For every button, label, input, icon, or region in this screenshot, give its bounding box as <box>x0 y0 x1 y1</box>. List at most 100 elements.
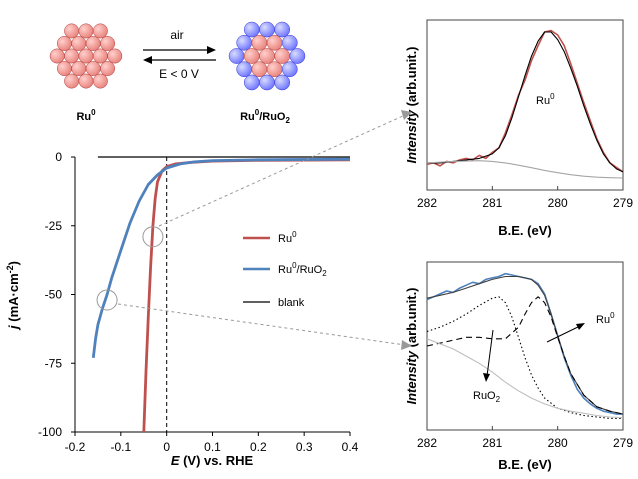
y-tick-label: 0 <box>55 150 62 164</box>
y-axis-title: Intensity (arb.unit.) <box>404 46 419 163</box>
oxide-atom <box>274 74 291 91</box>
ru-atom <box>100 61 116 76</box>
ru-atom <box>92 23 108 39</box>
ru-ruo2-nanoparticle-icon <box>228 21 306 91</box>
xps-chart-ru-ruo2: 282 281 280 279 Ru0 RuO2 B.E. (eV) Intensit… <box>404 261 633 472</box>
arrowhead-left-icon <box>143 56 152 64</box>
ruo2-pointer-arrow-icon <box>486 329 494 377</box>
series-line-ruo2 <box>91 157 351 358</box>
ru-atom <box>107 48 123 64</box>
callouts <box>96 226 164 311</box>
oxide-atom <box>274 21 291 38</box>
oxide-atom <box>289 48 306 64</box>
ru-atom <box>100 36 116 51</box>
oxide-atom <box>236 61 253 78</box>
callout-circle-0 <box>142 226 164 248</box>
series-line-background <box>426 160 624 179</box>
oxide-atom <box>243 74 260 91</box>
x-tick-label: 0.2 <box>250 440 267 454</box>
polarization-chart: -0.2 -0.1 0 0.1 0.2 0.3 0.4 0 -25 -50 -75 -100 E (… <box>5 150 359 468</box>
series-line-fit <box>426 275 624 415</box>
y-axis-title: j (mA·cm-2) <box>5 261 21 331</box>
ru-atom <box>78 23 94 39</box>
scheme-arrow-top-label: air <box>170 28 183 42</box>
series-line-data <box>426 272 623 415</box>
x-tick-label: 0 <box>163 440 170 454</box>
ru-atom <box>266 61 283 78</box>
xps-ruo2-frame <box>426 261 624 431</box>
x-tick-label: 281 <box>482 196 502 210</box>
zoom-connector-upper-head-icon <box>401 110 412 120</box>
legend-label-blank: blank <box>278 297 305 309</box>
scheme-left-label: Ru0 <box>76 108 96 123</box>
zoom-connector-lower-icon <box>117 303 406 346</box>
ru-atom <box>251 61 268 78</box>
ru-atom <box>85 36 101 51</box>
oxide-atom <box>236 34 253 51</box>
oxide-atom <box>281 34 298 51</box>
x-tick-label: 280 <box>548 436 568 450</box>
x-tick-labels: 282 281 280 279 <box>417 426 633 450</box>
series-group <box>426 29 624 179</box>
zoom-connector-lower-head-icon <box>401 340 412 350</box>
ru0-pointer-arrow-icon <box>546 325 581 343</box>
ru-atom <box>49 48 65 64</box>
y-tick-label: -25 <box>45 219 63 233</box>
y-axis-title: Intensity (arb.unit.) <box>404 287 419 404</box>
ru-atom <box>259 48 275 64</box>
zoom-connector-upper-icon <box>158 114 406 227</box>
ru-atom <box>78 48 94 64</box>
x-tick-label: 280 <box>548 196 568 210</box>
y-tick-label: -75 <box>45 356 63 370</box>
series-line-fit <box>427 31 624 173</box>
scheme-right-label: Ru0/RuO2 <box>240 108 290 125</box>
xps-chart-ru: 282 281 280 279 Ru0 B.E. (eV) Intensity (ar… <box>404 19 633 238</box>
legend-label-ru: Ru0 <box>278 230 297 245</box>
series-line-ruo2_component <box>426 296 623 419</box>
ru-atom <box>64 23 80 39</box>
ru-atom <box>251 34 268 51</box>
series-line-ru <box>142 158 351 433</box>
ru-atom <box>78 73 94 89</box>
x-tick-label: 282 <box>417 436 437 450</box>
ru-atom <box>56 36 72 51</box>
ru-nanoparticle-icon <box>49 23 123 89</box>
series-line-ru0_component <box>426 296 624 415</box>
legend-label-ruo2: Ru0/RuO2 <box>278 261 327 278</box>
ru-atom <box>56 61 72 76</box>
ru-atom <box>64 73 80 89</box>
oxide-atom <box>259 21 275 38</box>
callout-circle-1 <box>96 289 118 311</box>
ru-atom <box>92 48 108 64</box>
x-tick-label: 282 <box>417 196 437 210</box>
ru-atom <box>71 36 87 51</box>
x-tick-labels: 282 281 280 279 <box>417 186 633 210</box>
scheme: air E < 0 V Ru0 Ru0/RuO2 <box>49 21 306 125</box>
x-tick-labels: -0.2 -0.1 0 0.1 0.2 0.3 0.4 <box>65 432 359 454</box>
oxide-atom <box>281 61 298 78</box>
xps-ru-frame <box>426 19 624 191</box>
x-tick-label: 279 <box>613 436 633 450</box>
y-tick-label: -50 <box>45 288 63 302</box>
x-axis-title: B.E. (eV) <box>498 457 551 472</box>
x-tick-label: 0.1 <box>204 440 221 454</box>
arrowhead-right-icon <box>207 46 216 54</box>
ru-atom <box>92 73 108 89</box>
ruo2-pointer-arrowhead-icon <box>483 373 490 382</box>
x-tick-label: -0.2 <box>65 440 86 454</box>
series-line-data <box>426 29 624 173</box>
scheme-arrow-bottom-label: E < 0 V <box>159 67 199 81</box>
oxide-atom <box>243 21 260 38</box>
ru0-pointer-arrowhead-icon <box>576 323 585 330</box>
ru-atom <box>85 61 101 76</box>
xps-ru-peak-label: Ru0 <box>536 92 555 107</box>
ru-atom <box>266 34 283 51</box>
x-tick-label: -0.1 <box>110 440 131 454</box>
y-tick-label: -100 <box>38 425 62 439</box>
series-line-background <box>426 338 624 419</box>
ru-atom <box>243 48 260 64</box>
x-tick-label: 279 <box>613 196 633 210</box>
xps-ruo2-label: RuO2 <box>473 390 501 404</box>
xps-ru0-label: Ru0 <box>596 311 615 326</box>
y-tick-labels: 0 -25 -50 -75 -100 <box>38 150 75 439</box>
